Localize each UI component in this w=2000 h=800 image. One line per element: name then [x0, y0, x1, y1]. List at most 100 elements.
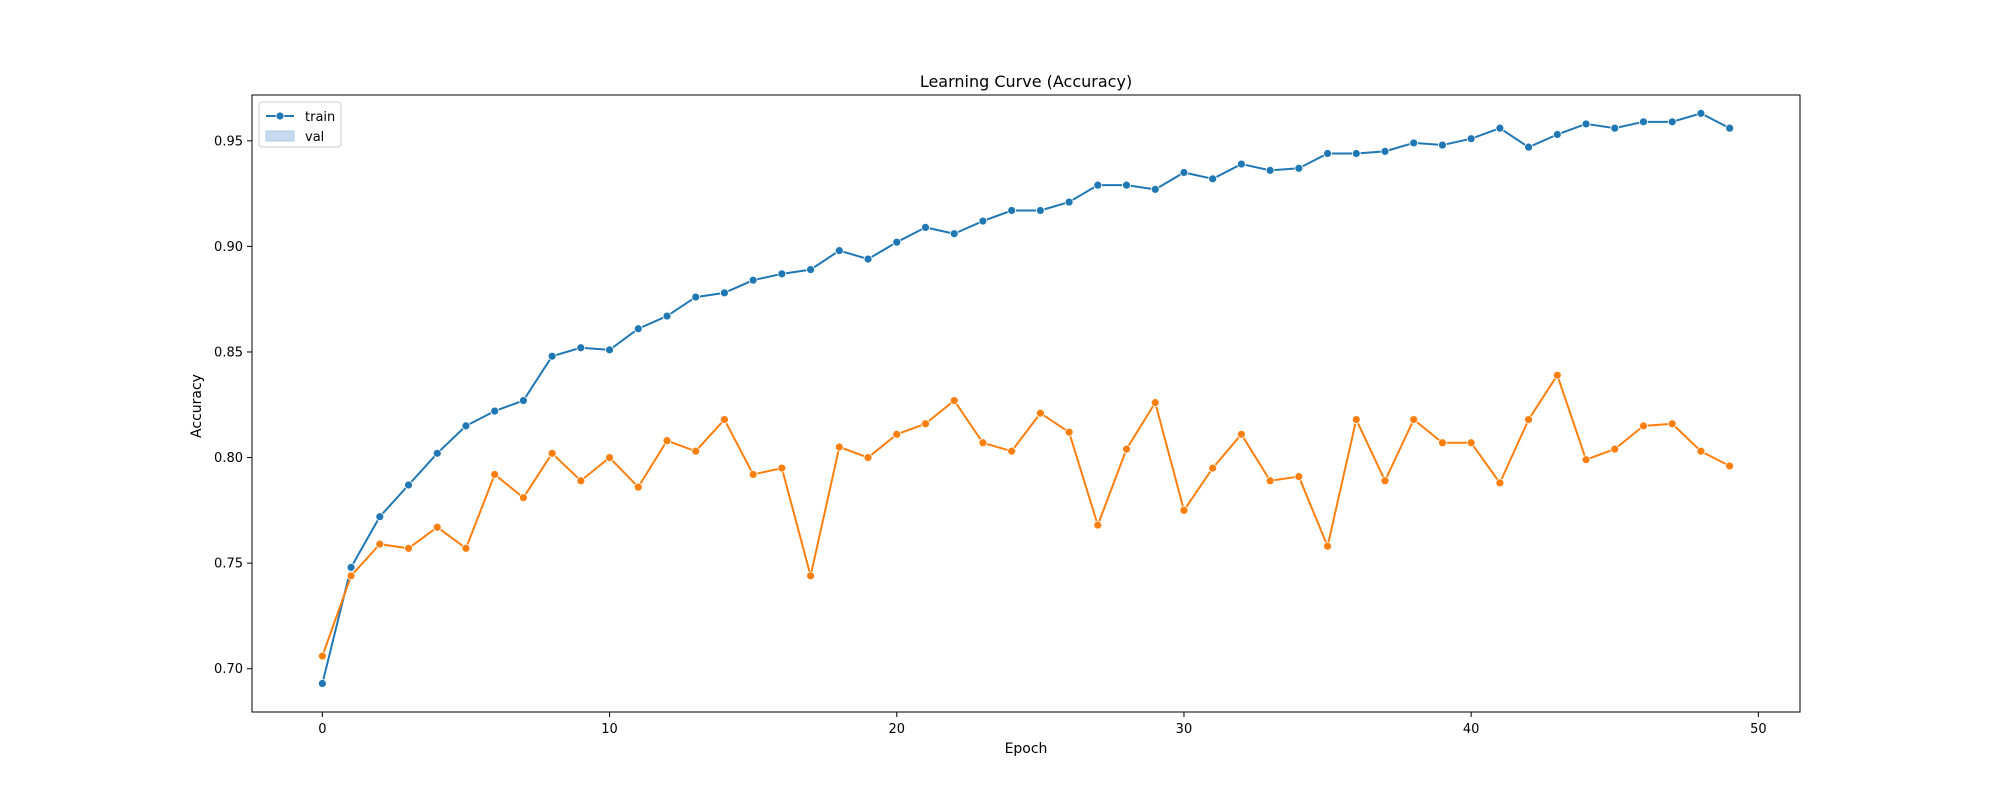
data-point-train [1294, 163, 1304, 173]
data-point-val [1639, 421, 1648, 431]
x-axis-label: Epoch [1005, 741, 1048, 757]
data-point-val [1552, 370, 1562, 380]
data-point-train [1179, 168, 1189, 177]
data-point-train [576, 343, 586, 353]
y-tick-label: 0.90 [214, 240, 243, 255]
data-point-train [892, 237, 902, 247]
data-point-train [633, 324, 643, 334]
data-point-val [605, 453, 614, 462]
data-point-train [1466, 134, 1476, 144]
series-val [317, 370, 1735, 661]
data-point-val [978, 438, 988, 448]
data-point-train [605, 345, 614, 355]
data-point-train [1093, 180, 1103, 190]
series-train [317, 108, 1735, 688]
data-point-train [1667, 117, 1677, 127]
data-point-val [1323, 541, 1332, 551]
y-tick-label: 0.80 [214, 451, 243, 466]
data-point-val [662, 436, 672, 446]
data-point-train [691, 292, 701, 302]
data-point-train [461, 421, 471, 431]
data-point-train [1323, 149, 1332, 158]
chart-title: Learning Curve (Accuracy) [920, 72, 1132, 91]
data-point-val [519, 493, 528, 503]
data-point-val [892, 429, 902, 439]
data-point-train [1725, 123, 1735, 133]
data-point-val [1438, 438, 1447, 448]
axes-frame [251, 94, 1801, 713]
data-point-train [834, 246, 844, 256]
legend-item-train: train [266, 110, 335, 125]
data-point-val [1237, 429, 1246, 439]
series-line-val [321, 374, 1731, 657]
data-point-train [1524, 142, 1533, 152]
data-point-train [375, 512, 385, 522]
legend: train val [258, 101, 342, 148]
data-point-train [346, 562, 356, 572]
data-point-val [1150, 398, 1160, 408]
data-point-train [519, 396, 528, 405]
data-point-train [490, 406, 500, 416]
data-point-val [834, 442, 844, 452]
data-point-val [1351, 415, 1361, 424]
data-point-train [949, 229, 959, 239]
data-point-val [1524, 415, 1533, 424]
data-point-val [1495, 478, 1505, 488]
data-point-val [921, 419, 930, 429]
y-tick-label: 0.95 [214, 134, 243, 149]
legend-label: train [305, 110, 335, 125]
data-point-val [1179, 505, 1189, 515]
legend-item-val: val [265, 130, 324, 145]
data-point-val [1294, 472, 1304, 481]
data-point-train [1007, 206, 1017, 215]
y-tick-label: 0.75 [214, 557, 243, 572]
data-point-train [806, 265, 815, 275]
data-point-train [1351, 149, 1361, 158]
data-point-train [1150, 184, 1160, 194]
x-tick-label: 0 [318, 722, 326, 737]
data-point-train [317, 679, 327, 688]
data-point-train [662, 311, 672, 321]
data-point-train [404, 480, 413, 490]
legend-swatch-band [265, 130, 295, 142]
data-point-train [1064, 197, 1074, 207]
data-point-train [1696, 108, 1706, 118]
data-point-val [1380, 476, 1390, 486]
data-point-val [1265, 476, 1275, 486]
data-point-val [317, 651, 327, 661]
data-point-train [1639, 117, 1648, 127]
series-layer [317, 108, 1735, 688]
data-point-val [1667, 419, 1677, 429]
data-point-val [720, 415, 729, 424]
data-point-train [1581, 119, 1591, 129]
x-tick-label: 10 [601, 722, 618, 737]
legend-label: val [305, 130, 324, 145]
data-point-val [490, 470, 500, 479]
data-point-val [1064, 427, 1074, 437]
data-point-val [633, 482, 643, 492]
data-point-val [1725, 461, 1735, 471]
data-point-val [863, 453, 873, 462]
data-point-val [806, 571, 815, 581]
data-point-train [1237, 159, 1246, 169]
data-point-val [547, 448, 557, 458]
data-point-val [1696, 446, 1706, 456]
data-point-val [1007, 446, 1017, 456]
data-point-val [691, 446, 701, 456]
data-point-train [863, 254, 873, 264]
y-axis-label: Accuracy [189, 374, 205, 438]
data-point-val [346, 571, 356, 581]
data-point-val [1208, 463, 1218, 473]
data-point-val [1409, 415, 1419, 424]
data-point-val [1035, 408, 1045, 418]
x-tick-label: 20 [888, 722, 905, 737]
data-point-train [1495, 123, 1505, 133]
data-point-val [1093, 520, 1103, 530]
data-point-val [748, 470, 758, 479]
data-point-val [1610, 444, 1620, 454]
data-point-val [576, 476, 586, 486]
data-point-val [777, 463, 787, 473]
data-point-val [1122, 444, 1131, 454]
data-point-train [720, 288, 729, 298]
